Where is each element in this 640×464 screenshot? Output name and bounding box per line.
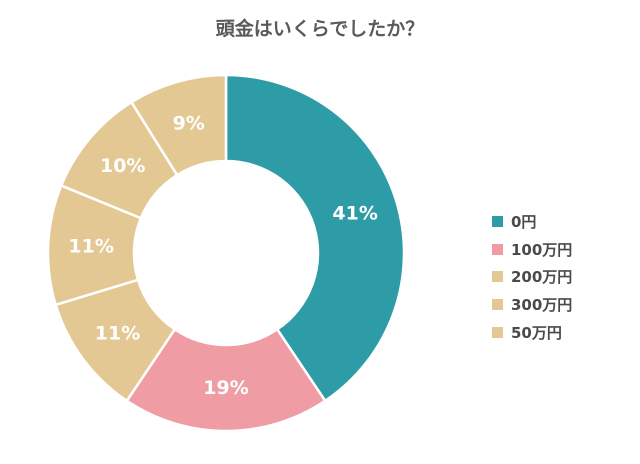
- legend-item-2: 200万円: [492, 263, 572, 291]
- legend-label: 200万円: [511, 268, 573, 287]
- slice-percentage-label: 11%: [68, 236, 113, 258]
- slice-percentage-label: 19%: [203, 377, 248, 399]
- legend-swatch: [492, 216, 503, 228]
- legend-swatch: [492, 271, 503, 283]
- donut-slices: [46, 73, 406, 433]
- legend-label: 0円: [511, 213, 537, 232]
- chart-title: 頭金はいくらでしたか？: [215, 18, 425, 40]
- legend-swatch: [492, 326, 503, 338]
- slice-percentage-label: 41%: [332, 203, 377, 225]
- legend-label: 50万円: [511, 323, 562, 342]
- legend-swatch: [492, 299, 503, 311]
- legend-swatch: [492, 243, 503, 255]
- legend-item-1: 100万円: [492, 236, 572, 264]
- slice-percentage-label: 10%: [100, 155, 145, 177]
- legend-item-0: 0円: [492, 208, 572, 236]
- legend-item-4: 50万円: [492, 318, 572, 346]
- legend-label: 300万円: [511, 296, 573, 315]
- slice-labels: 41% 19% 11% 11% 10% 9%: [68, 112, 377, 399]
- slice-percentage-label: 11%: [95, 322, 140, 344]
- legend: 0円 100万円 200万円 300万円 50万円: [492, 208, 572, 346]
- donut-slice: [224, 73, 406, 403]
- slice-percentage-label: 9%: [173, 112, 205, 134]
- donut-slice: [129, 73, 228, 177]
- legend-item-3: 300万円: [492, 291, 572, 319]
- donut-slice: [125, 327, 327, 433]
- legend-label: 100万円: [511, 240, 573, 259]
